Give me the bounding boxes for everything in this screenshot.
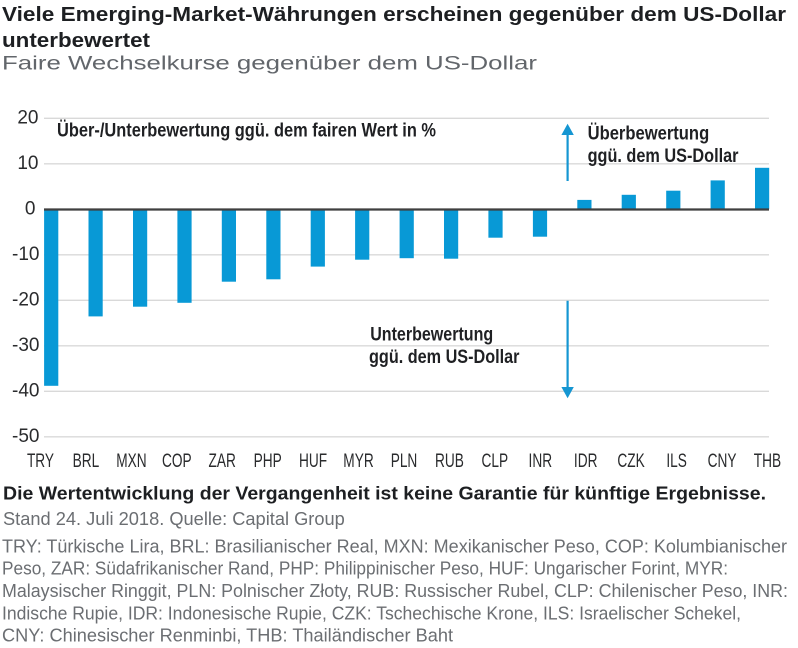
svg-text:CLP: CLP: [481, 450, 508, 472]
svg-text:RUB: RUB: [435, 450, 464, 472]
svg-text:ggü. dem US-Dollar: ggü. dem US-Dollar: [369, 346, 520, 368]
svg-text:-50: -50: [12, 426, 39, 447]
svg-text:Malaysischer Ringgit, PLN: Pol: Malaysischer Ringgit, PLN: Polnischer Zł…: [2, 581, 788, 601]
svg-text:-40: -40: [12, 381, 39, 402]
svg-text:unterbewertet: unterbewertet: [2, 30, 150, 52]
svg-text:Faire Wechselkurse gegenüber d: Faire Wechselkurse gegenüber dem US-Doll…: [2, 53, 538, 75]
svg-text:TRY: Türkische Lira, BRL: Bras: TRY: Türkische Lira, BRL: Brasilianische…: [2, 536, 787, 556]
svg-text:-20: -20: [12, 290, 39, 311]
svg-text:Peso, ZAR: Südafrikanischer Ra: Peso, ZAR: Südafrikanischer Rand, PHP: P…: [2, 559, 728, 579]
svg-text:COP: COP: [162, 450, 192, 472]
svg-text:THB: THB: [754, 450, 781, 472]
svg-text:Stand 24. Juli 2018. Quelle: C: Stand 24. Juli 2018. Quelle: Capital Gro…: [3, 509, 345, 529]
svg-text:INR: INR: [529, 450, 553, 472]
svg-text:Viele Emerging-Market-Währunge: Viele Emerging-Market-Währungen erschein…: [2, 4, 786, 26]
svg-text:CNY: Chinesischer Renminbi, TH: CNY: Chinesischer Renminbi, THB: Thailän…: [2, 626, 453, 646]
svg-text:0: 0: [25, 199, 36, 220]
svg-text:-30: -30: [12, 335, 39, 356]
svg-text:TRY: TRY: [27, 450, 54, 472]
svg-text:BRL: BRL: [73, 450, 100, 472]
svg-text:MYR: MYR: [343, 450, 373, 472]
svg-text:MXN: MXN: [116, 450, 146, 472]
svg-text:PHP: PHP: [254, 450, 282, 472]
svg-text:-10: -10: [12, 244, 39, 265]
svg-text:IDR: IDR: [574, 450, 598, 472]
svg-text:20: 20: [17, 108, 38, 129]
svg-text:Unterbewertung: Unterbewertung: [370, 323, 493, 345]
svg-text:Die Wertentwicklung der Vergan: Die Wertentwicklung der Vergangenheit is…: [3, 483, 766, 504]
svg-text:Überbewertung: Überbewertung: [588, 122, 710, 145]
svg-text:CZK: CZK: [617, 450, 644, 472]
svg-text:HUF: HUF: [299, 450, 327, 472]
svg-text:ILS: ILS: [666, 450, 687, 472]
svg-text:CNY: CNY: [708, 450, 737, 472]
svg-text:ZAR: ZAR: [209, 450, 236, 472]
svg-text:PLN: PLN: [391, 450, 418, 472]
svg-text:10: 10: [17, 153, 38, 174]
svg-text:Indische Rupie, IDR: Indonesis: Indische Rupie, IDR: Indonesische Rupie,…: [2, 603, 741, 623]
svg-text:ggü. dem US-Dollar: ggü. dem US-Dollar: [588, 145, 739, 167]
svg-text:Über-/Unterbewertung ggü. dem: Über-/Unterbewertung ggü. dem fairen Wer…: [57, 119, 436, 142]
